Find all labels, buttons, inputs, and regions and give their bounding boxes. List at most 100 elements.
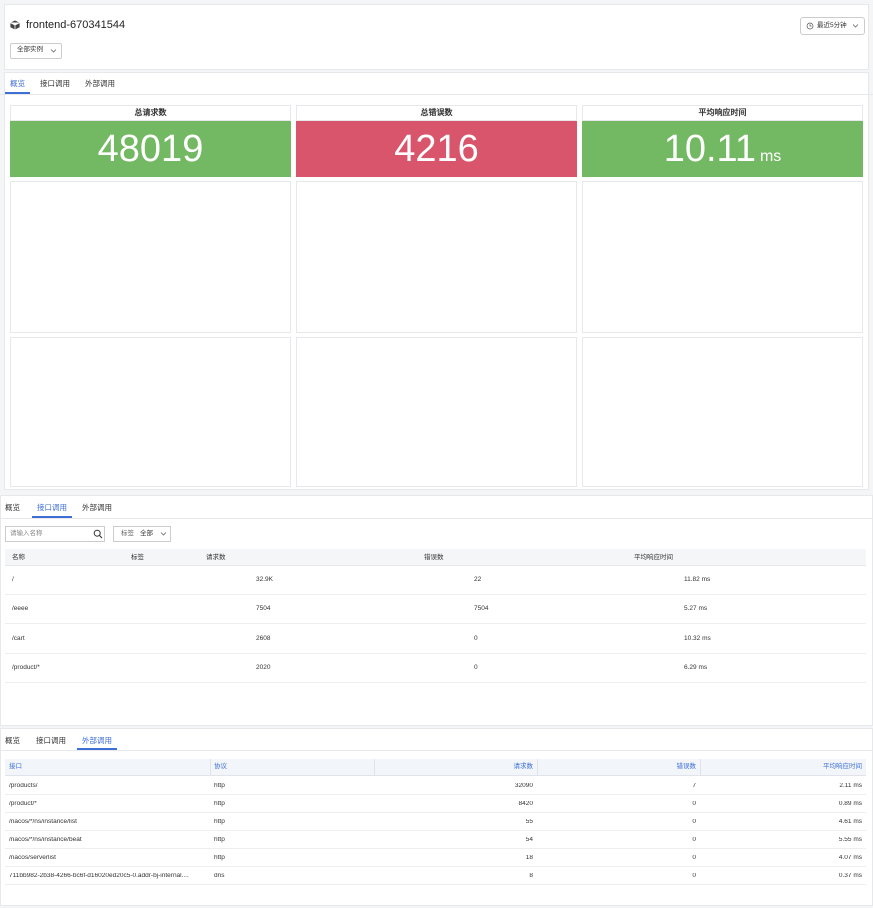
column-divider [374, 759, 375, 776]
table-cell: http [214, 837, 225, 843]
column-header: 协议 [214, 763, 227, 770]
table-cell: 711bb982-2b38-4266-bc6f-d16020ed20c5-0.a… [9, 873, 189, 879]
table-header [5, 759, 866, 776]
table-cell: 18 [525, 855, 533, 861]
instance-select-label: 全部实例 [17, 46, 43, 53]
table-cell: 0 [692, 873, 696, 879]
tab[interactable]: 接口调用 [36, 736, 66, 745]
cell-value: 2608 [256, 634, 271, 642]
table-row [5, 849, 866, 867]
table-cell: 0 [692, 819, 696, 825]
table-cell: http [214, 783, 225, 789]
table-cell: 2.11 ms [839, 783, 862, 789]
stat-title-box [10, 105, 291, 121]
table-row [5, 795, 866, 813]
column-divider [210, 759, 211, 776]
chart-card [10, 181, 291, 333]
tab[interactable]: 接口调用 [40, 79, 70, 88]
stat-value: 10.11 [663, 128, 756, 170]
tab-active-indicator [5, 92, 30, 94]
table-row [5, 654, 866, 683]
cell-value: 6.29 ms [684, 663, 708, 671]
instance-select[interactable] [10, 43, 62, 59]
app-title: frontend-670341544 [26, 19, 126, 31]
table-cell: /product/* [9, 801, 37, 807]
table-cell: 0.37 ms [838, 873, 862, 879]
cell-value: 22 [474, 576, 482, 583]
tab[interactable]: 概览 [5, 503, 20, 512]
table-cell: 54 [525, 837, 533, 843]
cell-value: 5.27 ms [684, 605, 708, 613]
cell-value: 7504 [474, 605, 489, 613]
header-card [4, 4, 869, 70]
chart-card [582, 337, 863, 487]
column-divider [537, 759, 538, 776]
tab-bar-line [0, 750, 873, 751]
search-icon [93, 529, 103, 539]
tag-filter-value: 全部 [140, 530, 153, 537]
table-cell: http [214, 801, 225, 807]
chevron [50, 49, 57, 53]
stat-title: 总请求数 [134, 108, 167, 117]
interface-name: / [12, 576, 14, 583]
table-row [5, 595, 866, 625]
cell-value: 0 [474, 663, 478, 671]
table-cell: 0.89 ms [838, 801, 862, 807]
column-divider [700, 759, 701, 776]
stat-unit: ms [759, 148, 782, 165]
table-cell: 8420 [518, 801, 533, 807]
column-header: 错误数 [676, 763, 697, 770]
table-cell: 55 [525, 819, 533, 825]
cell-value: 11.82 ms [684, 576, 711, 583]
table-cell: 5.55 ms [838, 837, 862, 843]
time-range-button[interactable] [800, 17, 865, 35]
chart-card [296, 337, 577, 487]
stat-title: 平均响应时间 [698, 108, 747, 117]
cell-value: 0 [474, 634, 478, 642]
stat-title-box [296, 105, 577, 121]
table-cell: /nacos/*/ns/instance/beat [9, 837, 82, 843]
column-header: 请求数 [206, 554, 226, 561]
chart-card [296, 181, 577, 333]
tag-filter-label: 标签 [121, 530, 134, 537]
table-cell: 0 [692, 837, 696, 843]
chart-card [10, 337, 291, 487]
clock-icon [806, 22, 814, 30]
table-cell: 32090 [514, 783, 533, 789]
table-row [5, 625, 866, 654]
external-card [0, 728, 873, 906]
interface-name: /eeee [12, 605, 29, 613]
table-cell: /nacos/serverlist [9, 855, 56, 861]
table-cell: 4.61 ms [838, 819, 862, 825]
table-row [5, 831, 866, 849]
time-range-label: 最近5分钟 [817, 22, 847, 29]
column-header: 请求数 [513, 763, 534, 770]
tab[interactable]: 概览 [10, 79, 25, 88]
tab[interactable]: 外部调用 [82, 503, 112, 512]
table-cell: 0 [692, 801, 696, 807]
table-row [5, 867, 866, 885]
stat-value: 4216 [394, 128, 479, 170]
tab[interactable]: 外部调用 [85, 79, 115, 88]
stat-value-box: 48019 [10, 121, 291, 177]
column-header: 错误数 [424, 554, 444, 561]
stat-title-box [582, 105, 863, 121]
tab-bar-line [0, 94, 873, 95]
column-header: 名称 [12, 554, 25, 561]
cell-value: 2020 [256, 663, 271, 671]
tab[interactable]: 接口调用 [37, 503, 67, 512]
chevron [160, 532, 167, 536]
tab[interactable]: 概览 [5, 736, 20, 745]
chevron [852, 24, 859, 28]
cell-value: 7504 [256, 605, 271, 613]
stat-title: 总错误数 [420, 108, 453, 117]
tab-bar-line [0, 518, 873, 519]
tab[interactable]: 外部调用 [82, 736, 112, 745]
search-input[interactable] [5, 526, 105, 542]
column-header: 平均响应时间 [823, 763, 862, 770]
tag-filter[interactable] [113, 526, 171, 542]
tab-active-indicator [32, 516, 72, 518]
column-header: 平均响应时间 [634, 554, 673, 561]
table-cell: 7 [692, 783, 696, 789]
table-row [5, 566, 866, 595]
